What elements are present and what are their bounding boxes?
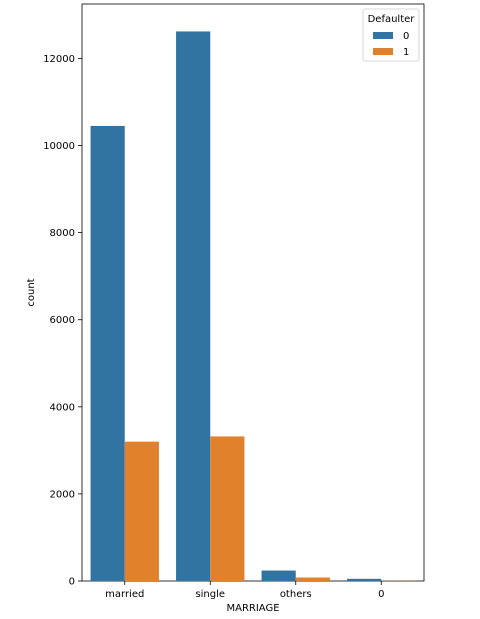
bar-single-series-0 [176,31,211,582]
bars-group [90,31,416,582]
legend: Defaulter 01 [362,8,420,62]
legend-items: 01 [373,31,409,58]
y-tick-label: 2000 [50,489,75,500]
bar-married-series-1 [124,441,159,581]
x-axis-label: MARRIAGE [226,603,279,614]
y-tick-label: 6000 [50,315,75,326]
bar-0-series-0 [347,578,382,581]
y-tick-label: 10000 [43,141,75,152]
x-tick-label: married [105,589,144,600]
legend-title: Defaulter [368,14,416,25]
legend-swatch-1 [373,48,393,55]
legend-swatch-0 [373,32,393,39]
x-tick-label: single [195,589,225,600]
legend-label-0: 0 [403,31,409,42]
legend-label-1: 1 [403,47,409,58]
x-tick-label: 0 [378,589,384,600]
x-axis: married single others 0 [105,581,384,600]
y-axis-label: count [26,278,37,306]
y-tick-label: 12000 [43,54,75,65]
plot-frame [81,3,425,582]
y-axis: 0 2000 4000 6000 8000 10000 12000 [43,54,82,588]
bar-married-series-0 [90,125,125,582]
bar-others-series-0 [261,570,296,581]
y-tick-label: 4000 [50,402,75,413]
y-tick-label: 0 [69,577,75,588]
y-tick-label: 8000 [50,228,75,239]
bar-single-series-1 [210,436,245,581]
x-tick-label: others [280,589,312,600]
bar-others-series-1 [295,577,330,581]
